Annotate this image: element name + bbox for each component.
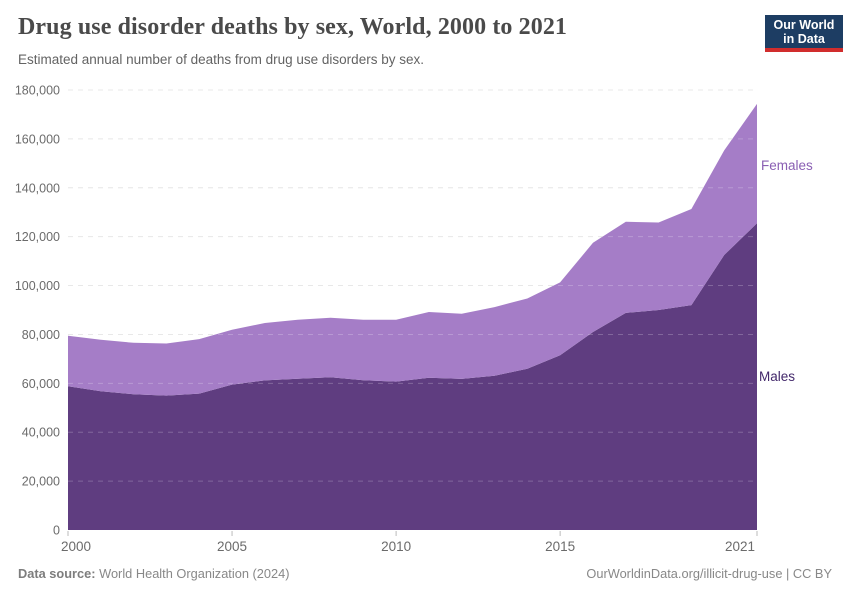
y-axis-tick-label: 120,000 <box>15 230 60 244</box>
x-axis-tick-label: 2021 <box>725 539 755 554</box>
females-area[interactable] <box>68 103 757 396</box>
y-axis-tick-label: 60,000 <box>22 377 60 391</box>
y-axis-tick-label: 40,000 <box>22 426 60 440</box>
x-axis-tick-label: 2005 <box>217 539 247 554</box>
chart-footer: Data source: World Health Organization (… <box>0 566 850 581</box>
y-axis-tick-label: 80,000 <box>22 328 60 342</box>
y-axis-tick-label: 180,000 <box>15 84 60 98</box>
chart-subtitle: Estimated annual number of deaths from d… <box>18 52 424 67</box>
data-source-label: Data source: <box>18 566 96 581</box>
y-axis-tick-label: 160,000 <box>15 132 60 146</box>
data-source-text: World Health Organization (2024) <box>99 566 290 581</box>
owid-logo[interactable]: Our World in Data <box>765 15 843 52</box>
y-axis-tick-label: 0 <box>53 524 60 538</box>
y-axis-tick-label: 20,000 <box>22 475 60 489</box>
y-axis-tick-label: 100,000 <box>15 279 60 293</box>
page-title: Drug use disorder deaths by sex, World, … <box>18 14 568 40</box>
females-series-label[interactable]: Females <box>761 158 813 173</box>
x-axis-tick-label: 2010 <box>381 539 411 554</box>
males-area[interactable] <box>68 223 757 530</box>
data-source-note: Data source: World Health Organization (… <box>18 566 290 581</box>
license-link[interactable]: OurWorldinData.org/illicit-drug-use | CC… <box>586 566 832 581</box>
x-axis-tick-label: 2000 <box>61 539 91 554</box>
x-axis-tick-label: 2015 <box>545 539 575 554</box>
owid-logo-line1: Our World <box>773 17 835 32</box>
males-series-label[interactable]: Males <box>759 369 796 384</box>
owid-logo-line2: in Data <box>783 31 825 46</box>
y-axis-tick-label: 140,000 <box>15 181 60 195</box>
